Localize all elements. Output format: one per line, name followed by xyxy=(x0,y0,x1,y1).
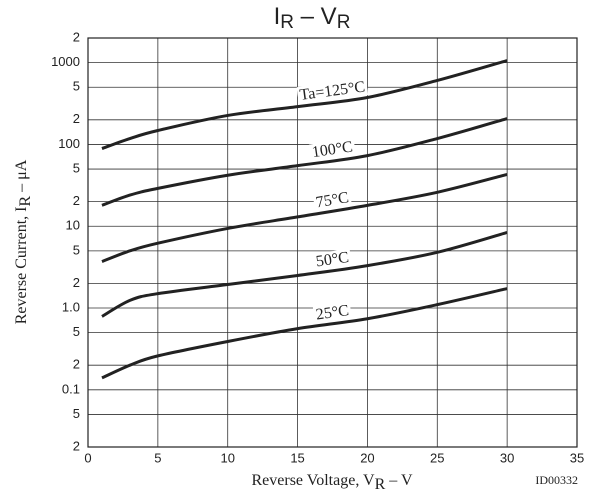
curve-label-group: 75°C xyxy=(312,188,353,212)
figure-code: ID00332 xyxy=(535,473,578,487)
y-tick-label: 10 xyxy=(66,218,80,233)
x-tick-label: 5 xyxy=(154,450,161,465)
x-tick-label: 35 xyxy=(570,450,584,465)
label-part: Reverse Current, I xyxy=(13,207,30,325)
chart-title: IR – VR xyxy=(274,3,351,33)
y-tick-label: 5 xyxy=(73,324,80,339)
y-tick-label: 5 xyxy=(73,79,80,94)
title-part: I xyxy=(274,3,281,30)
x-tick-label: 0 xyxy=(84,450,91,465)
y-tick-label: 100 xyxy=(58,136,80,151)
y-tick-label: 5 xyxy=(73,406,80,421)
y-tick-label: 2 xyxy=(73,29,80,44)
label-sub: R xyxy=(375,476,386,493)
y-tick-label: 2 xyxy=(73,111,80,126)
label-background xyxy=(296,78,369,105)
y-axis-label: Reverse Current, IR – μA xyxy=(13,159,34,324)
y-tick-label: 2 xyxy=(73,357,80,372)
label-part: – V xyxy=(385,472,413,489)
curve xyxy=(101,117,508,207)
y-tick-label: 2 xyxy=(73,275,80,290)
title-sub: R xyxy=(337,12,351,33)
label-part: Reverse Voltage, V xyxy=(251,472,375,489)
label-background xyxy=(312,301,352,324)
curve xyxy=(101,172,508,263)
curve-label: 25°C xyxy=(315,302,350,323)
x-tick-label: 15 xyxy=(290,450,304,465)
label-background xyxy=(312,188,353,212)
label-background xyxy=(308,138,356,162)
y-tick-label: 2 xyxy=(73,193,80,208)
label-part: – μA xyxy=(13,159,30,196)
curve-label-group: 100°C xyxy=(308,138,356,162)
x-tick-label: 30 xyxy=(500,450,514,465)
y-tick-label: 1000 xyxy=(51,54,80,69)
curve-label: 100°C xyxy=(311,138,354,161)
y-tick-label: 5 xyxy=(73,160,80,175)
x-tick-label: 20 xyxy=(360,450,374,465)
x-axis-label: Reverse Voltage, VR – V xyxy=(251,472,412,493)
title-part: – V xyxy=(294,3,337,30)
plot-frame xyxy=(87,37,578,448)
curve xyxy=(101,230,508,318)
y-tick-label: 5 xyxy=(73,242,80,257)
x-tick-label: 10 xyxy=(220,450,234,465)
curve-label-group: 50°C xyxy=(312,248,352,271)
label-sub: R xyxy=(17,196,34,207)
curve xyxy=(101,287,508,380)
y-tick-label: 1.0 xyxy=(62,299,80,314)
label-background xyxy=(312,248,352,271)
y-tick-label: 2 xyxy=(73,438,80,453)
x-tick-label: 25 xyxy=(430,450,444,465)
curve-label: 50°C xyxy=(315,249,350,270)
y-tick-label: 0.1 xyxy=(62,381,80,396)
curve-label: 75°C xyxy=(315,189,350,211)
curve xyxy=(101,59,508,150)
curve-label-group: 25°C xyxy=(312,301,352,324)
title-sub: R xyxy=(280,12,294,33)
